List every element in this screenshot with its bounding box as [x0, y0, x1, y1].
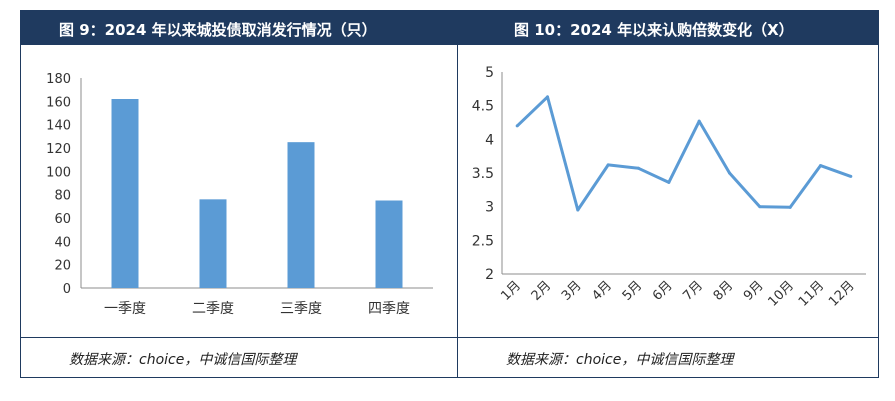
chart-title: 图 9：2024 年以来城投债取消发行情况（只） [59, 21, 377, 39]
y-tick-label: 3.5 [472, 166, 494, 182]
panel-header: 图 10：2024 年以来认购倍数变化（X） [458, 11, 878, 45]
data-point [637, 166, 640, 170]
y-tick-label: 4 [485, 132, 494, 148]
bar-chart: 0 20 40 60 80 100 120 140 160 180 一季度 二季度 三季度 四季度 [46, 72, 433, 317]
chart-title: 图 10：2024 年以来认购倍数变化（X） [514, 21, 794, 39]
data-point [758, 205, 762, 209]
data-point [606, 163, 610, 167]
bar-chart-panel: 图 9：2024 年以来城投债取消发行情况（只） 0 20 40 60 80 100 120… [20, 10, 458, 378]
y-tick-label: 100 [46, 165, 71, 180]
bar [111, 99, 139, 288]
line-chart-panel: 图 10：2024 年以来认购倍数变化（X） 2 2.5 3 3.5 4 4.5 5 1月 2月… [457, 10, 879, 378]
y-tick-label: 80 [54, 189, 71, 204]
x-tick-label: 5月 [620, 278, 646, 304]
data-point [849, 174, 853, 178]
data-point [515, 124, 519, 128]
y-tick-label: 3 [485, 200, 494, 216]
data-point [546, 95, 549, 99]
y-tick-label: 180 [46, 72, 71, 87]
source-note: 数据来源：choice，中诚信国际整理 [506, 352, 734, 368]
x-tick-label: 3月 [559, 278, 585, 304]
y-tick-label: 4.5 [472, 99, 494, 115]
y-tick-label: 60 [54, 212, 71, 227]
y-tick-label: 40 [54, 235, 71, 250]
y-tick-label: 2 [485, 267, 494, 283]
x-tick-label: 2月 [529, 278, 555, 304]
x-tick-label: 12月 [826, 278, 857, 309]
x-tick-label: 三季度 [280, 301, 322, 317]
y-tick-label: 2.5 [472, 233, 494, 249]
divider [458, 337, 878, 338]
data-point [788, 205, 792, 209]
x-tick-label: 9月 [741, 278, 767, 304]
data-point [819, 164, 822, 168]
y-tick-label: 20 [54, 259, 71, 274]
x-tick-label: 10月 [765, 278, 796, 309]
x-tick-label: 11月 [796, 278, 827, 309]
x-tick-label: 一季度 [104, 301, 146, 317]
divider [21, 337, 457, 338]
data-point [728, 171, 731, 175]
y-tick-label: 120 [46, 142, 71, 157]
y-tick-label: 160 [46, 95, 71, 110]
source-note: 数据来源：choice，中诚信国际整理 [69, 352, 297, 368]
x-tick-label: 四季度 [368, 301, 410, 317]
x-tick-label: 二季度 [192, 301, 234, 317]
y-tick-label: 0 [63, 282, 71, 297]
bar [287, 142, 315, 288]
data-point [667, 180, 671, 184]
data-point [697, 119, 701, 123]
panel-header: 图 9：2024 年以来城投债取消发行情况（只） [21, 11, 457, 45]
x-tick-label: 1月 [498, 278, 524, 304]
x-tick-label: 4月 [589, 278, 615, 304]
y-tick-label: 140 [46, 119, 71, 134]
x-tick-label: 6月 [650, 278, 676, 304]
x-tick-label: 7月 [680, 278, 706, 304]
y-tick-label: 5 [485, 65, 494, 81]
x-tick-label: 8月 [711, 278, 737, 304]
series-line [516, 95, 852, 212]
bar [199, 199, 227, 288]
bar [375, 200, 403, 288]
data-point [576, 208, 580, 212]
